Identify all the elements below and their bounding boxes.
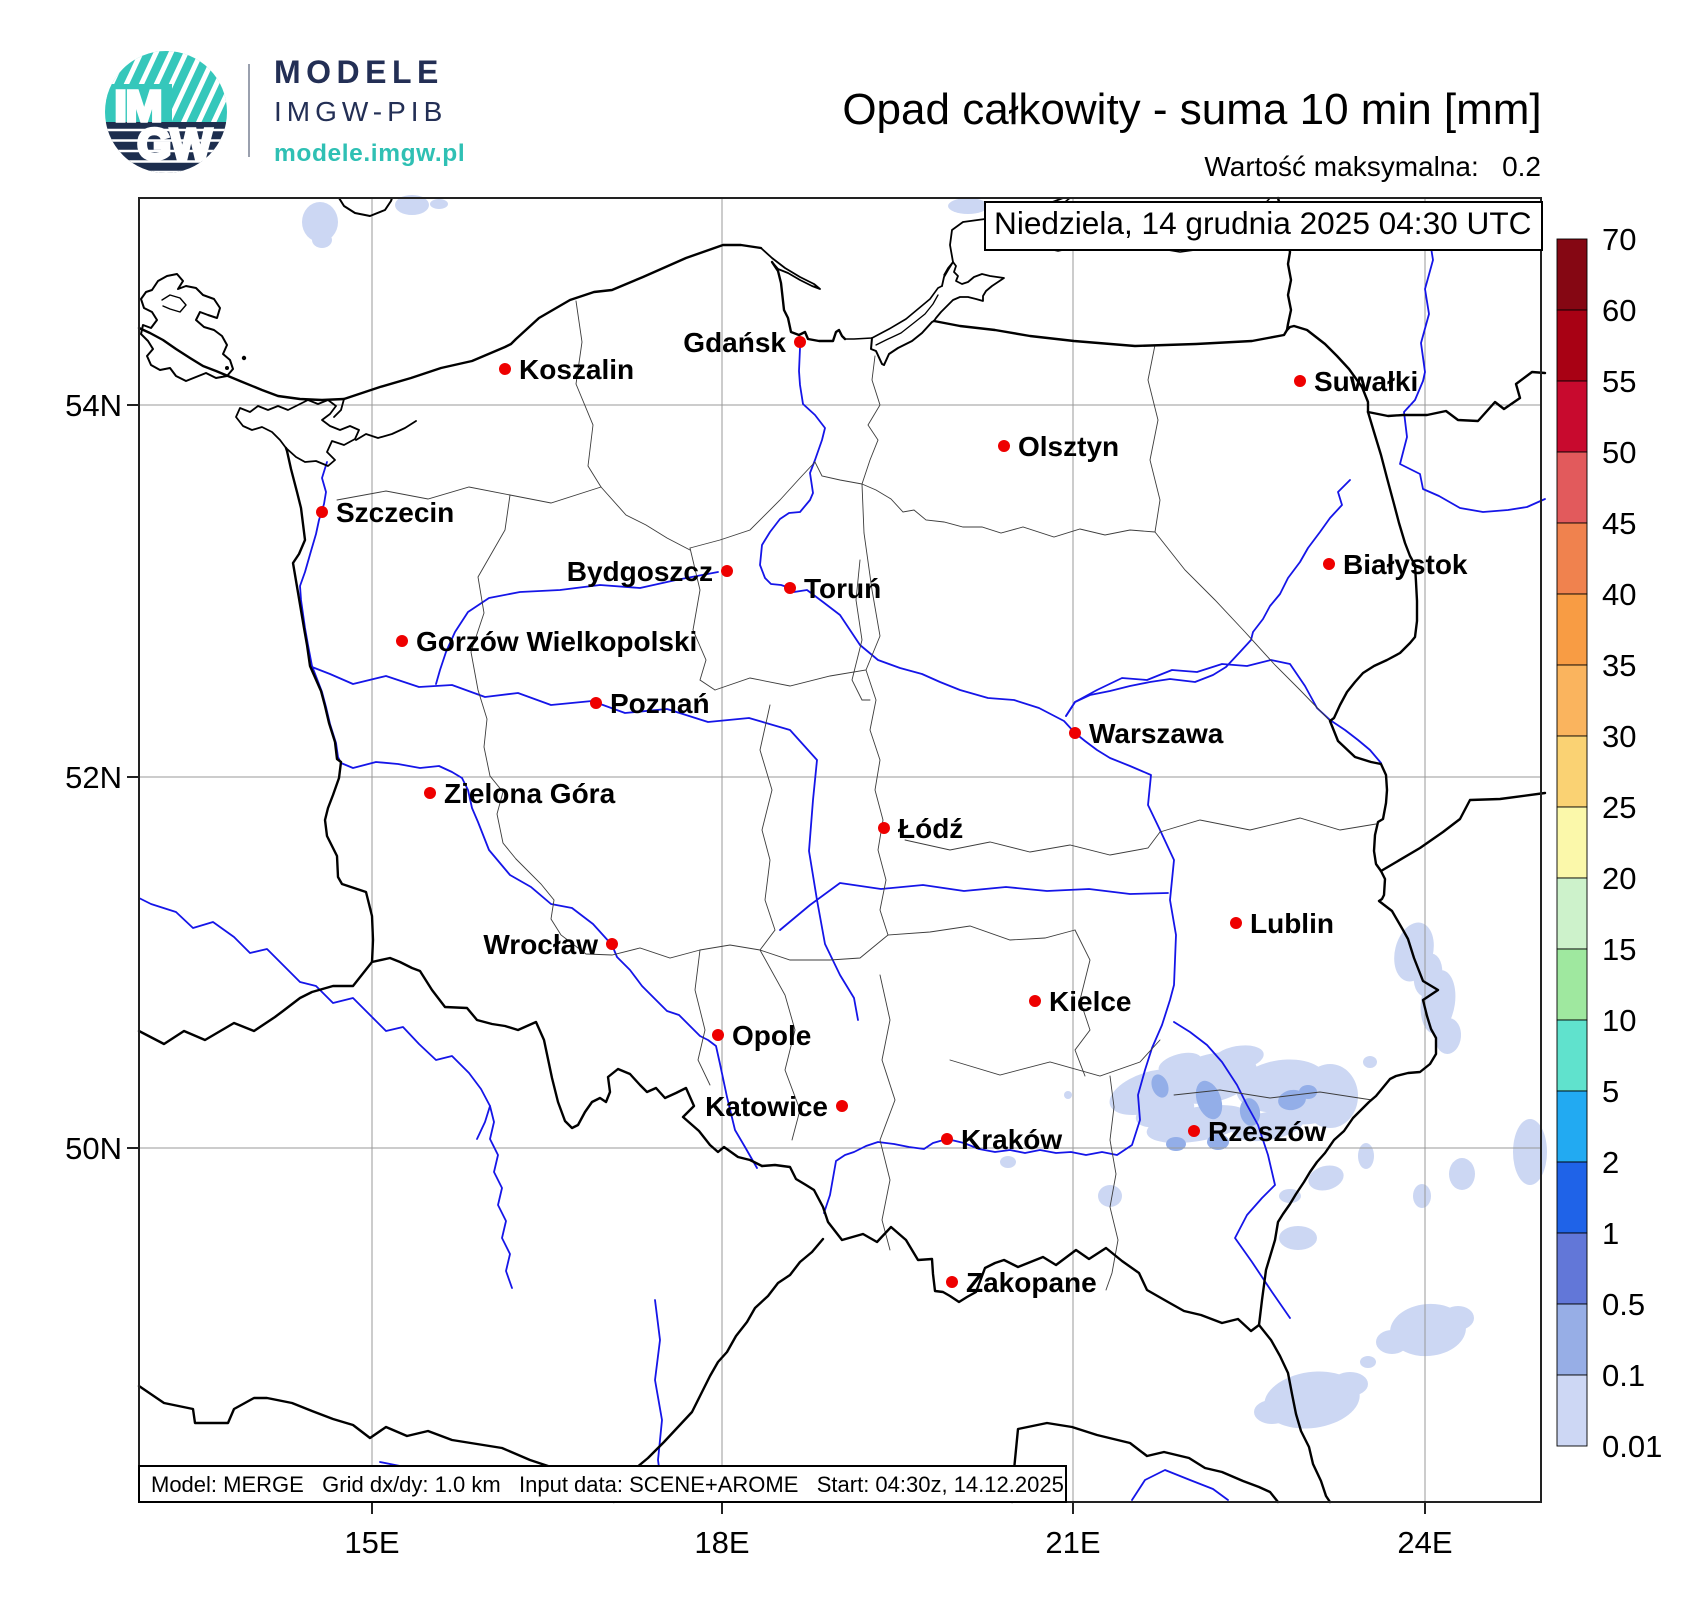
svg-text:GW: GW — [137, 120, 212, 169]
svg-text:IMGW-PIB: IMGW-PIB — [274, 96, 447, 127]
svg-text:30: 30 — [1602, 719, 1636, 754]
svg-text:Zielona Góra: Zielona Góra — [444, 778, 616, 809]
svg-text:Łódź: Łódź — [898, 813, 963, 844]
svg-text:Opad całkowity - suma 10 min [: Opad całkowity - suma 10 min [mm] — [842, 85, 1541, 134]
svg-text:21E: 21E — [1045, 1525, 1100, 1560]
svg-text:Suwałki: Suwałki — [1314, 366, 1418, 397]
svg-text:0.01: 0.01 — [1602, 1429, 1662, 1464]
svg-text:0.1: 0.1 — [1602, 1358, 1645, 1393]
svg-text:20: 20 — [1602, 861, 1636, 896]
svg-text:60: 60 — [1602, 293, 1636, 328]
svg-text:70: 70 — [1602, 222, 1636, 257]
svg-text:1: 1 — [1602, 1216, 1619, 1251]
svg-text:Opole: Opole — [732, 1020, 811, 1051]
svg-text:0.5: 0.5 — [1602, 1287, 1645, 1322]
svg-text:54N: 54N — [65, 388, 122, 423]
svg-text:Olsztyn: Olsztyn — [1018, 431, 1119, 462]
svg-text:Kielce: Kielce — [1049, 986, 1132, 1017]
svg-text:5: 5 — [1602, 1074, 1619, 1109]
svg-text:55: 55 — [1602, 364, 1636, 399]
svg-text:Bydgoszcz: Bydgoszcz — [567, 556, 713, 587]
svg-text:Katowice: Katowice — [705, 1091, 828, 1122]
svg-text:50: 50 — [1602, 435, 1636, 470]
svg-text:Koszalin: Koszalin — [519, 354, 634, 385]
svg-text:MODELE: MODELE — [274, 54, 444, 90]
svg-text:Wrocław: Wrocław — [483, 929, 598, 960]
svg-text:Lublin: Lublin — [1250, 908, 1334, 939]
svg-text:IM: IM — [115, 82, 162, 131]
svg-text:18E: 18E — [694, 1525, 749, 1560]
svg-text:Białystok: Białystok — [1343, 549, 1468, 580]
svg-text:Zakopane: Zakopane — [966, 1267, 1097, 1298]
svg-text:52N: 52N — [65, 760, 122, 795]
svg-text:10: 10 — [1602, 1003, 1636, 1038]
svg-text:45: 45 — [1602, 506, 1636, 541]
svg-text:Toruń: Toruń — [804, 573, 881, 604]
svg-text:Gorzów Wielkopolski: Gorzów Wielkopolski — [416, 626, 697, 657]
svg-text:Wartość maksymalna: 0.2: Wartość maksymalna: 0.2 — [1204, 151, 1541, 182]
svg-text:Niedziela, 14 grudnia 2025 04:: Niedziela, 14 grudnia 2025 04:30 UTC — [994, 205, 1531, 241]
svg-text:Gdańsk: Gdańsk — [683, 327, 786, 358]
svg-text:24E: 24E — [1397, 1525, 1452, 1560]
svg-text:Model: MERGE Grid dx/dy: 1.0: Model: MERGE Grid dx/dy: 1.0 km Input da… — [151, 1472, 1064, 1497]
svg-text:40: 40 — [1602, 577, 1636, 612]
svg-text:25: 25 — [1602, 790, 1636, 825]
svg-text:35: 35 — [1602, 648, 1636, 683]
svg-text:15E: 15E — [344, 1525, 399, 1560]
svg-text:15: 15 — [1602, 932, 1636, 967]
svg-text:Rzeszów: Rzeszów — [1208, 1116, 1326, 1147]
svg-text:Warszawa: Warszawa — [1089, 718, 1224, 749]
svg-text:Kraków: Kraków — [961, 1124, 1062, 1155]
svg-text:Poznań: Poznań — [610, 688, 710, 719]
svg-text:modele.imgw.pl: modele.imgw.pl — [274, 140, 465, 167]
svg-text:50N: 50N — [65, 1131, 122, 1166]
svg-text:2: 2 — [1602, 1145, 1619, 1180]
svg-text:Szczecin: Szczecin — [336, 497, 454, 528]
